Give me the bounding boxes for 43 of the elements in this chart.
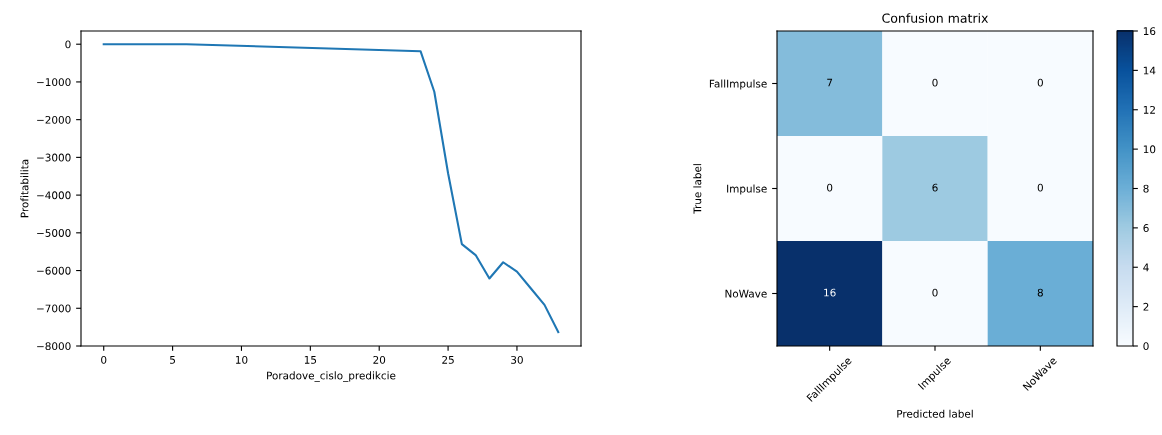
color-bar-label: 12 (1143, 105, 1155, 114)
color-bar-label: 4 (1143, 263, 1149, 272)
y-axis-title: Profitabilita (20, 159, 29, 218)
x-tick-label: 15 (304, 356, 317, 364)
color-bar-label: 10 (1143, 145, 1156, 154)
x-tick-label: 25 (442, 355, 454, 364)
data-label: 6 (932, 183, 938, 192)
line-series (102, 43, 560, 334)
x-tick-label: 10 (235, 355, 248, 364)
data-label: 0 (1037, 78, 1043, 87)
y-tick-label: −6000 (37, 266, 71, 275)
color-bar-label: 0 (1143, 342, 1149, 351)
data-label: 0 (827, 183, 833, 192)
x-axis-title: Predicted label (897, 409, 973, 418)
x-tick-label: 5 (170, 356, 175, 364)
color-bar-label: 14 (1143, 66, 1156, 75)
data-label: 0 (1037, 183, 1043, 192)
chart-title: Confusion matrix (882, 13, 989, 23)
color-bar-label: 16 (1143, 27, 1156, 36)
data-label: 7 (827, 78, 833, 87)
x-tick-label: 30 (511, 355, 523, 364)
color-bar-label: 6 (1143, 224, 1149, 232)
y-tick-label: −2000 (37, 115, 71, 124)
y-tick-label: −1000 (37, 78, 71, 87)
y-tick-label: −7000 (37, 304, 71, 313)
x-axis-title: Poradove_cislo_predikcie (267, 371, 396, 382)
y-tick-label: Impulse (727, 184, 767, 195)
y-tick-label: −5000 (37, 229, 71, 237)
y-tick-label: −4000 (37, 191, 71, 200)
data-label: 16 (824, 288, 836, 297)
y-axis-title: True label (693, 164, 702, 214)
x-tick-label: 0 (101, 355, 107, 364)
color-bar-label: 2 (1143, 302, 1149, 311)
y-tick-label: FallImpulse (709, 79, 767, 90)
data-label: 0 (932, 78, 938, 87)
y-tick-label: NoWave (725, 289, 767, 298)
x-tick-label: 20 (373, 355, 386, 364)
y-tick-label: 0 (65, 40, 71, 49)
color-bar-label: 8 (1143, 184, 1149, 193)
y-tick-label: −8000 (37, 342, 71, 351)
data-label: 8 (1037, 288, 1043, 297)
y-tick-label: −3000 (37, 153, 71, 162)
data-label: 0 (932, 288, 938, 297)
